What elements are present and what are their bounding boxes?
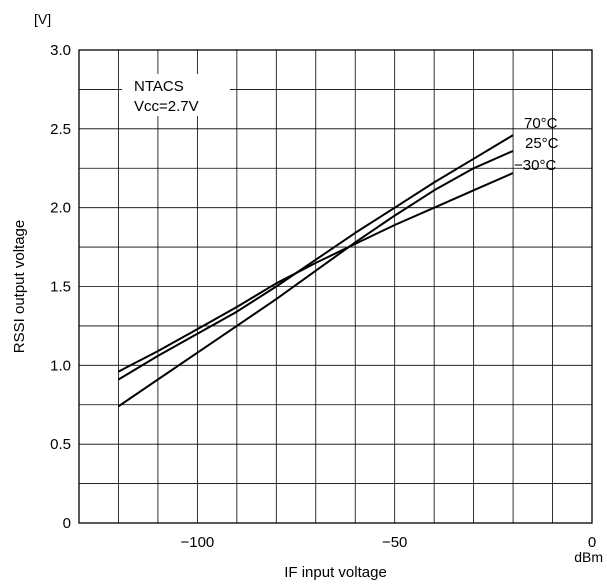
- x-tick-labels: −100 −50 0: [180, 534, 596, 551]
- x-tick-label: −100: [180, 534, 214, 551]
- x-tick-label: −50: [382, 534, 407, 551]
- y-tick-labels: 0 0.5 1.0 1.5 2.0 2.5 3.0: [50, 42, 71, 532]
- series-label: 25°C: [525, 135, 559, 152]
- y-tick-label: 3.0: [50, 42, 71, 59]
- series-label: −30°C: [514, 157, 556, 174]
- y-unit-label: [V]: [34, 11, 51, 27]
- y-axis-label: RSSI output voltage: [11, 220, 28, 353]
- x-tick-label: 0: [588, 534, 596, 551]
- annotation-line-1: NTACS: [134, 78, 184, 95]
- annotation-line-2: Vcc=2.7V: [134, 98, 199, 115]
- x-unit-label: dBm: [574, 549, 603, 565]
- series-line: [117, 149, 514, 408]
- x-axis-label: IF input voltage: [284, 564, 387, 581]
- annotation-background: [122, 74, 230, 116]
- y-tick-label: 2.0: [50, 200, 71, 217]
- y-tick-label: 1.5: [50, 279, 71, 296]
- series-label: 70°C: [524, 115, 558, 132]
- y-tick-label: 2.5: [50, 121, 71, 138]
- series-lines: [117, 134, 514, 408]
- condition-annotation: NTACS Vcc=2.7V: [122, 74, 230, 116]
- plot-frame: [78, 49, 593, 524]
- grid-lines: [79, 50, 592, 523]
- y-tick-label: 0: [63, 515, 71, 532]
- y-tick-label: 1.0: [50, 357, 71, 374]
- series-labels: 70°C 25°C −30°C: [514, 115, 559, 174]
- y-tick-label: 0.5: [50, 436, 71, 453]
- series-line: [118, 172, 514, 373]
- series-line: [117, 134, 514, 381]
